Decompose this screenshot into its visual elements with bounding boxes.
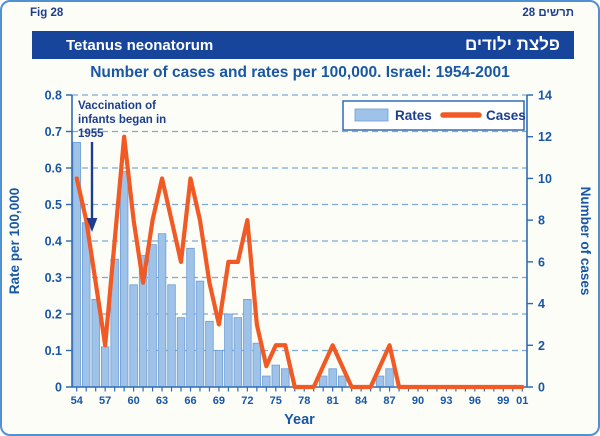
right-tick-label: 0 — [538, 381, 545, 395]
chart-canvas: 0 0.1 0.2 0.3 0.4 0.5 0.6 0.7 0.8 0 2 4 6 8 10 12 14 54 57… — [7, 89, 593, 429]
x-tick-label: 99 — [497, 395, 509, 407]
right-tick-label: 14 — [538, 89, 552, 103]
right-tick-label: 4 — [538, 297, 545, 311]
rate-bar-1962 — [148, 244, 157, 388]
x-tick-label: 93 — [440, 395, 452, 407]
x-tick-label: 69 — [213, 395, 225, 407]
rate-bar-1986 — [375, 375, 385, 388]
rate-bar-1964 — [167, 284, 176, 388]
x-tick-label: 84 — [355, 395, 368, 407]
rate-bar-1975 — [271, 364, 281, 388]
left-tick-label: 0.6 — [45, 162, 62, 176]
rates-swatch — [354, 108, 389, 122]
fig-label-hebrew: תרשים 28 — [522, 7, 574, 19]
right-tick-label: 8 — [538, 214, 545, 228]
right-tick-label: 10 — [538, 172, 552, 186]
rate-bar-1965 — [176, 317, 186, 388]
x-tick-label: 75 — [270, 395, 282, 407]
cases-line — [74, 134, 525, 390]
left-tick-label: 0.2 — [45, 308, 62, 322]
x-tick-label: 54 — [71, 395, 84, 407]
banner-title-english: Tetanus neonatorum — [66, 36, 214, 54]
rate-bar-1966 — [186, 247, 195, 388]
x-tick-label: 57 — [99, 395, 111, 407]
rate-bar-1987 — [385, 368, 394, 388]
x-tick-label: 66 — [184, 395, 196, 407]
right-axis-title: Number of cases — [578, 187, 593, 296]
rate-bar-1974 — [262, 375, 271, 388]
rate-bar-1959 — [119, 171, 129, 388]
rate-bar-1976 — [281, 368, 290, 388]
left-tick-label: 0.8 — [45, 89, 62, 103]
chart-subtitle: Number of cases and rates per 100,000. I… — [90, 64, 510, 81]
x-tick-label: 60 — [127, 395, 139, 407]
x-tick-label: 78 — [298, 395, 310, 407]
left-tick-label: 0 — [55, 381, 62, 395]
rate-bar-1969 — [214, 350, 224, 388]
left-tick-label: 0.3 — [45, 271, 62, 285]
x-tick-label: 01 — [516, 395, 528, 407]
left-tick-label: 0.7 — [45, 125, 62, 139]
rate-bar-1967 — [195, 280, 205, 388]
annotation-line: 1955 — [78, 128, 104, 140]
rate-bar-1982 — [337, 375, 347, 388]
left-tick-label: 0.5 — [45, 198, 62, 212]
rate-bar-1971 — [233, 317, 243, 388]
title-banner: Tetanus neonatorum פלצת ילודים — [32, 31, 574, 59]
annotation-line: infants began in — [78, 114, 166, 126]
annotation-arrow-head — [86, 218, 98, 232]
vaccination-annotation: Vaccination of infants began in 1955 — [78, 100, 166, 232]
fig-label: Fig 28 — [30, 7, 64, 19]
x-axis-title: Year — [284, 412, 315, 428]
rate-bar-1981 — [328, 368, 337, 388]
left-tick-label: 0.1 — [45, 344, 62, 358]
legend-cases-label: Cases — [486, 108, 526, 123]
x-tick-label: 72 — [241, 395, 253, 407]
x-tick-label: 96 — [469, 395, 481, 407]
rate-bar-1973 — [252, 342, 262, 388]
x-tick-label: 63 — [156, 395, 168, 407]
figure-caption-row: Fig 28 תרשים 28 — [30, 7, 574, 19]
rate-bar-1960 — [129, 284, 138, 388]
rate-bar-1980 — [318, 375, 328, 388]
left-axis-title: Rate per 100,000 — [7, 188, 22, 295]
rate-bar-1970 — [224, 313, 233, 388]
x-tick-label: 81 — [327, 395, 339, 407]
right-tick-label: 12 — [538, 130, 552, 144]
rate-bar-1957 — [100, 346, 110, 388]
banner-title-hebrew: פלצת ילודים — [465, 35, 560, 54]
right-tick-label: 2 — [538, 339, 545, 353]
legend-rates-label: Rates — [395, 108, 432, 123]
x-tick-label: 90 — [412, 395, 424, 407]
rate-bar-1972 — [243, 298, 252, 388]
rate-bar-1968 — [205, 320, 214, 388]
chart-legend: Rates Cases — [342, 100, 526, 131]
rate-bar-1963 — [157, 233, 167, 388]
x-tick-label: 87 — [383, 395, 395, 407]
annotation-line: Vaccination of — [78, 100, 156, 112]
right-tick-label: 6 — [538, 255, 545, 269]
left-tick-label: 0.4 — [45, 235, 62, 249]
